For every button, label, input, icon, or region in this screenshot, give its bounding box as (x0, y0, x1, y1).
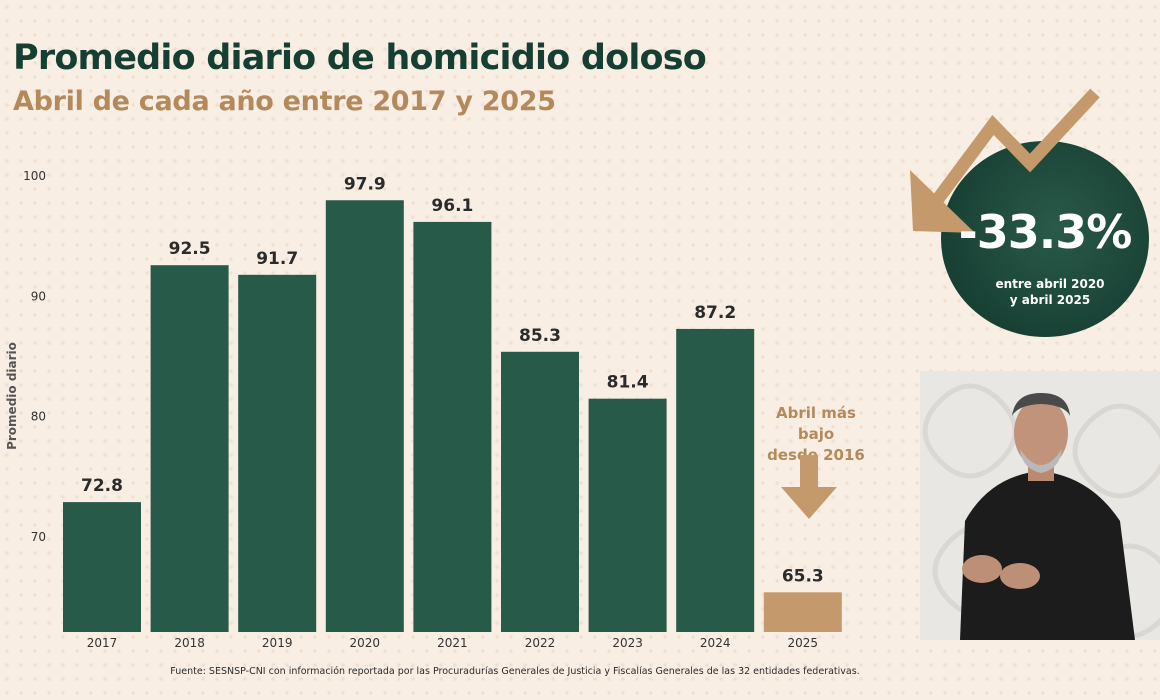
value-label-2018: 92.5 (169, 239, 211, 259)
value-label-2024: 87.2 (694, 303, 736, 323)
value-label-2021: 96.1 (431, 196, 473, 216)
bar-2025 (763, 592, 842, 632)
x-tick-label-2024: 2024 (700, 636, 731, 650)
source-note: Fuente: SESNSP-CNI con información repor… (170, 666, 860, 677)
bar-2019 (238, 274, 317, 632)
bar-2021 (413, 221, 492, 632)
x-tick-label-2025: 2025 (788, 636, 819, 650)
badge-percent-value: -33.3% (958, 205, 1133, 259)
value-label-2019: 91.7 (256, 249, 298, 269)
badge-caption-line-1: entre abril 2020 (995, 277, 1105, 291)
y-tick-label: 70 (31, 530, 46, 544)
bar-2023 (588, 398, 667, 632)
bar-chart: 70 80 90 100 72.8 92.5 91.7 97.9 96.1 85.3 81.4 87… (5, 169, 842, 650)
bar-2024 (676, 328, 755, 632)
y-tick-label: 100 (23, 169, 46, 183)
value-label-2022: 85.3 (519, 326, 561, 346)
y-tick-label: 80 (31, 410, 46, 424)
badge-circle (941, 141, 1149, 337)
trend-down-arrow-icon (910, 88, 1100, 233)
change-badge: -33.3% entre abril 2020 y abril 2025 (905, 85, 1160, 350)
bar-2018 (150, 265, 229, 632)
bar-2022 (501, 351, 579, 632)
chart-title: Promedio diario de homicidio doloso (13, 38, 707, 78)
x-tick-label-2023: 2023 (612, 636, 643, 650)
down-arrow-icon (781, 455, 837, 519)
value-label-2025: 65.3 (782, 566, 824, 586)
annotation-line-1: Abril más bajo (776, 404, 856, 443)
badge-caption-line-2: y abril 2025 (1009, 293, 1091, 307)
x-tick-label-2021: 2021 (437, 636, 468, 650)
bar-2020 (325, 200, 404, 633)
value-label-2017: 72.8 (81, 476, 123, 496)
x-tick-label-2017: 2017 (87, 636, 118, 650)
chart-subtitle: Abril de cada año entre 2017 y 2025 (13, 86, 556, 117)
y-tick-label: 90 (31, 289, 46, 303)
x-tick-label-2020: 2020 (350, 636, 381, 650)
value-label-2020: 97.9 (344, 174, 386, 194)
interpreter-image (920, 371, 1160, 640)
value-label-2023: 81.4 (607, 373, 649, 393)
sign-language-interpreter-video (920, 371, 1160, 640)
x-tick-label-2018: 2018 (174, 636, 205, 650)
x-tick-label-2019: 2019 (262, 636, 293, 650)
y-axis-label: Promedio diario (5, 342, 19, 450)
bar-2017 (63, 502, 141, 632)
x-tick-label-2022: 2022 (525, 636, 556, 650)
badge-caption: entre abril 2020 y abril 2025 (985, 276, 1115, 308)
